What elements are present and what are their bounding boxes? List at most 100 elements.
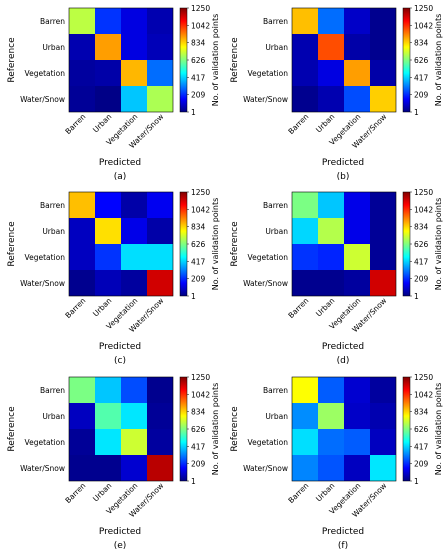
- y-tick-label: Water/Snow: [20, 95, 65, 104]
- heatmap-cell: [95, 270, 121, 296]
- colorbar-tick-label: 1: [414, 292, 419, 301]
- heatmap-cell: [95, 192, 121, 218]
- heatmap-cell: [69, 403, 95, 429]
- heatmap-frame: [68, 191, 174, 297]
- x-axis-label: Predicted: [99, 342, 141, 352]
- x-axis-label: Predicted: [322, 342, 364, 352]
- heatmap-frame: [68, 7, 174, 113]
- heatmap-cell: [318, 192, 344, 218]
- colorbar-tick-label: 1250: [191, 188, 210, 197]
- heatmap-cell: [95, 34, 121, 60]
- heatmap-cell: [121, 60, 147, 86]
- colorbar: [402, 376, 411, 482]
- colorbar-tick-label: 417: [191, 442, 206, 451]
- x-tick-label: Barren: [286, 296, 310, 320]
- colorbar: [402, 7, 411, 113]
- heatmap-cell: [292, 218, 318, 244]
- heatmap-cell: [121, 34, 147, 60]
- y-tick-label: Urban: [265, 43, 288, 52]
- heatmap-cell: [147, 377, 173, 403]
- heatmap-frame: [68, 376, 174, 482]
- heatmap-cell: [95, 377, 121, 403]
- heatmap-cell: [95, 60, 121, 86]
- colorbar-tick-label: 1: [191, 477, 196, 486]
- y-tick-label: Vegetation: [248, 438, 289, 447]
- colorbar: [179, 191, 188, 297]
- heatmap-cell: [318, 8, 344, 34]
- heatmap-cell: [318, 244, 344, 270]
- heatmap-cell: [318, 218, 344, 244]
- y-tick-label: Water/Snow: [243, 95, 288, 104]
- heatmap-cell: [344, 8, 370, 34]
- colorbar-tick-label: 1042: [414, 205, 433, 214]
- colorbar-tick-label: 834: [414, 39, 429, 48]
- y-axis-label: Reference: [230, 221, 240, 267]
- x-tick-label: Barren: [286, 112, 310, 136]
- colorbar-tick-label: 1042: [414, 21, 433, 30]
- y-axis-label: Reference: [7, 37, 17, 83]
- colorbar-tick-label: 834: [414, 223, 429, 232]
- heatmap-cell: [292, 270, 318, 296]
- x-tick-label: Urban: [314, 296, 337, 319]
- heatmap-cell: [121, 8, 147, 34]
- y-tick-label: Urban: [265, 227, 288, 236]
- x-axis-label: Predicted: [322, 527, 364, 537]
- colorbar-tick-label: 209: [414, 460, 429, 469]
- x-tick-label: Urban: [91, 296, 114, 319]
- heatmap-cell: [147, 403, 173, 429]
- y-axis-label: Reference: [7, 221, 17, 267]
- heatmap-cell: [344, 455, 370, 481]
- heatmap-cell: [147, 34, 173, 60]
- panel-caption: (b): [337, 172, 350, 182]
- x-tick-label: Barren: [63, 481, 87, 505]
- heatmap-cell: [292, 455, 318, 481]
- y-tick-label: Vegetation: [25, 253, 66, 262]
- heatmap-cell: [69, 192, 95, 218]
- heatmap-cell: [147, 270, 173, 296]
- colorbar-tick-label: 209: [191, 91, 206, 100]
- colorbar-tick-label: 1250: [191, 4, 210, 13]
- heatmap-cell: [69, 244, 95, 270]
- colorbar-tick-label: 834: [191, 408, 206, 417]
- heatmap-cell: [292, 403, 318, 429]
- y-tick-label: Vegetation: [248, 69, 289, 78]
- heatmap-cell: [370, 429, 396, 455]
- heatmap-cell: [69, 60, 95, 86]
- panel-caption: (c): [114, 356, 126, 366]
- colorbar-label: No. of validation points: [434, 383, 443, 476]
- colorbar-tick-label: 626: [191, 425, 206, 434]
- y-axis-label: Reference: [7, 406, 17, 452]
- heatmap-cell: [292, 86, 318, 112]
- heatmap-cell: [344, 86, 370, 112]
- colorbar-tick-label: 834: [414, 408, 429, 417]
- heatmap-cell: [292, 60, 318, 86]
- heatmap-cell: [121, 86, 147, 112]
- colorbar-label: No. of validation points: [211, 14, 220, 107]
- x-tick-label: Urban: [314, 481, 337, 504]
- heatmap-cell: [344, 270, 370, 296]
- y-axis-label: Reference: [230, 37, 240, 83]
- heatmap-cell: [121, 455, 147, 481]
- heatmap-cell: [318, 86, 344, 112]
- y-tick-label: Vegetation: [248, 253, 289, 262]
- y-tick-label: Barren: [263, 386, 288, 395]
- heatmap-cell: [95, 218, 121, 244]
- colorbar-tick-label: 834: [191, 39, 206, 48]
- heatmap-cell: [69, 218, 95, 244]
- heatmap-cell: [344, 60, 370, 86]
- heatmap-cell: [69, 377, 95, 403]
- heatmap-cell: [318, 60, 344, 86]
- heatmap-cell: [318, 403, 344, 429]
- x-tick-label: Barren: [63, 296, 87, 320]
- y-tick-label: Water/Snow: [20, 464, 65, 473]
- colorbar-tick-label: 209: [191, 460, 206, 469]
- heatmap-cell: [121, 270, 147, 296]
- heatmap-cell: [292, 429, 318, 455]
- y-axis-label: Reference: [230, 406, 240, 452]
- colorbar-tick-label: 626: [414, 425, 429, 434]
- x-tick-label: Urban: [91, 481, 114, 504]
- heatmap-cell: [370, 192, 396, 218]
